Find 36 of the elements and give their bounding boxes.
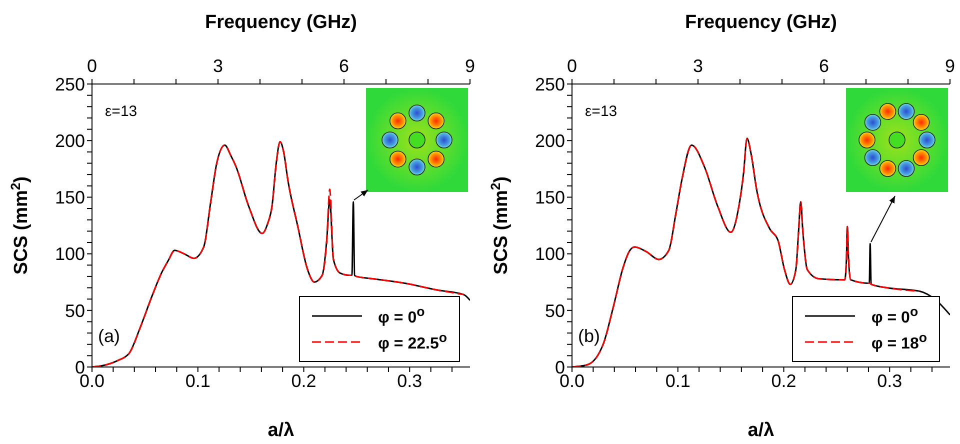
- annotation: ε=13: [105, 103, 138, 120]
- legend-label: φ = 18$^{o}$: [871, 330, 927, 354]
- x2-axis-title: Frequency (GHz): [684, 12, 838, 33]
- y-tick-label: 250: [534, 74, 565, 94]
- y-tick-label: 200: [54, 130, 85, 151]
- y-tick-label: 150: [534, 188, 565, 208]
- x2-tick-label: 6: [338, 56, 350, 76]
- annotation: (b): [578, 326, 600, 346]
- annotation: ε=13: [585, 103, 618, 120]
- x-tick-label: 0.3: [877, 370, 902, 391]
- y-tick-label: 50: [544, 300, 565, 321]
- legend-label: φ = 0$^{o}$: [378, 304, 425, 328]
- y-tick-label: 150: [54, 188, 85, 208]
- x-tick-label: 0.2: [291, 370, 316, 391]
- y-tick-label: 100: [534, 244, 565, 264]
- legend-label: φ = 0$^{o}$: [871, 304, 918, 328]
- x2-tick-label: 0: [566, 56, 578, 76]
- y-tick-label: 50: [64, 300, 85, 321]
- x2-axis-title: Frequency (GHz): [204, 12, 358, 33]
- y-tick-label: 250: [54, 74, 85, 94]
- x-tick-label: 0.1: [665, 370, 690, 391]
- x2-tick-label: 6: [818, 56, 830, 76]
- x2-tick-label: 3: [692, 56, 704, 76]
- x-axis-title: a/λ: [748, 420, 775, 441]
- x2-tick-label: 9: [464, 56, 476, 76]
- y-tick-label: 200: [534, 130, 565, 151]
- x-tick-label: 0.2: [771, 370, 796, 391]
- x2-tick-label: 9: [944, 56, 956, 76]
- x-tick-label: 0.3: [397, 370, 422, 391]
- legend-label: φ = 22.5$^{o}$: [378, 330, 447, 354]
- annotation: (a): [98, 326, 120, 346]
- x2-tick-label: 0: [86, 56, 98, 76]
- y-tick-label: 100: [54, 244, 85, 264]
- x-axis-title: a/λ: [268, 420, 295, 441]
- x2-tick-label: 3: [212, 56, 224, 76]
- x-tick-label: 0.1: [185, 370, 210, 391]
